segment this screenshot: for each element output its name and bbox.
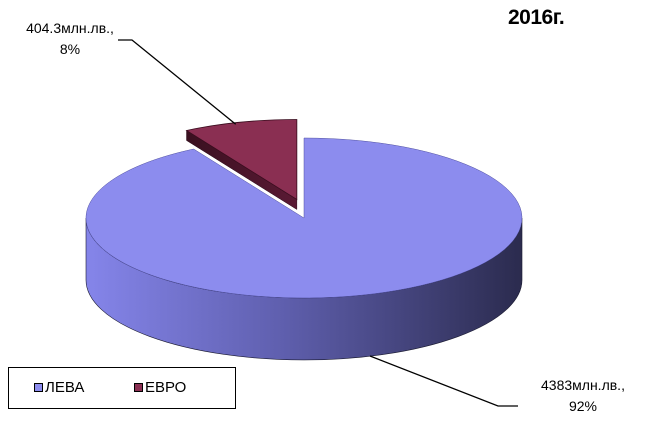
- pie-slice-evro: [185, 119, 298, 201]
- leader-line-leva: [369, 355, 518, 407]
- pie-slices: [85, 119, 523, 361]
- data-label-leva-percent: 92%: [568, 398, 598, 414]
- legend-item-leva: ЛЕВА: [34, 379, 84, 396]
- leader-line-evro: [118, 39, 237, 125]
- data-label-leva-value: 4383млн.лв.,: [541, 377, 625, 393]
- legend-label-evro: ЕВРО: [145, 379, 187, 396]
- legend-label-leva: ЛЕВА: [45, 379, 85, 396]
- leader-lines: [118, 39, 518, 407]
- data-label-evro-percent: 8%: [59, 41, 81, 57]
- chart-title: 2016г.: [508, 6, 565, 29]
- pie-slice-leva: [85, 137, 523, 299]
- data-label-leva: 4383млн.лв., 92%: [522, 375, 644, 417]
- chart-legend: ЛЕВА ЕВРО: [8, 367, 236, 409]
- legend-swatch-leva: [34, 383, 43, 392]
- legend-item-evro: ЕВРО: [134, 379, 186, 396]
- legend-swatch-evro: [134, 383, 143, 392]
- data-label-evro-value: 404.3млн.лв.,: [26, 20, 114, 36]
- data-label-evro: 404.3млн.лв., 8%: [8, 18, 132, 60]
